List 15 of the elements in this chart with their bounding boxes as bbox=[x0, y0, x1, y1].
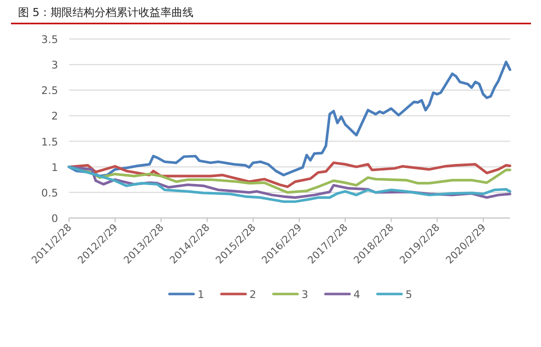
legend-label: 1 bbox=[198, 289, 204, 301]
legend-label: 5 bbox=[406, 289, 412, 301]
legend-label: 3 bbox=[302, 289, 308, 301]
y-tick-label: 0 bbox=[51, 213, 58, 225]
legend-label: 4 bbox=[354, 289, 360, 301]
y-tick-label: 2 bbox=[51, 110, 58, 123]
y-tick-label: 1 bbox=[51, 162, 58, 174]
line-series bbox=[68, 60, 512, 178]
y-tick-label: 3.5 bbox=[41, 34, 58, 46]
chart-title: 图 5：期限结构分档累计收益率曲线 bbox=[18, 6, 194, 19]
y-tick-label: 1.5 bbox=[41, 136, 58, 148]
y-tick-label: 3 bbox=[51, 60, 58, 72]
y-tick-label: 2.5 bbox=[41, 85, 58, 98]
legend-label: 2 bbox=[250, 289, 256, 301]
y-tick-label: 0.5 bbox=[41, 187, 58, 200]
